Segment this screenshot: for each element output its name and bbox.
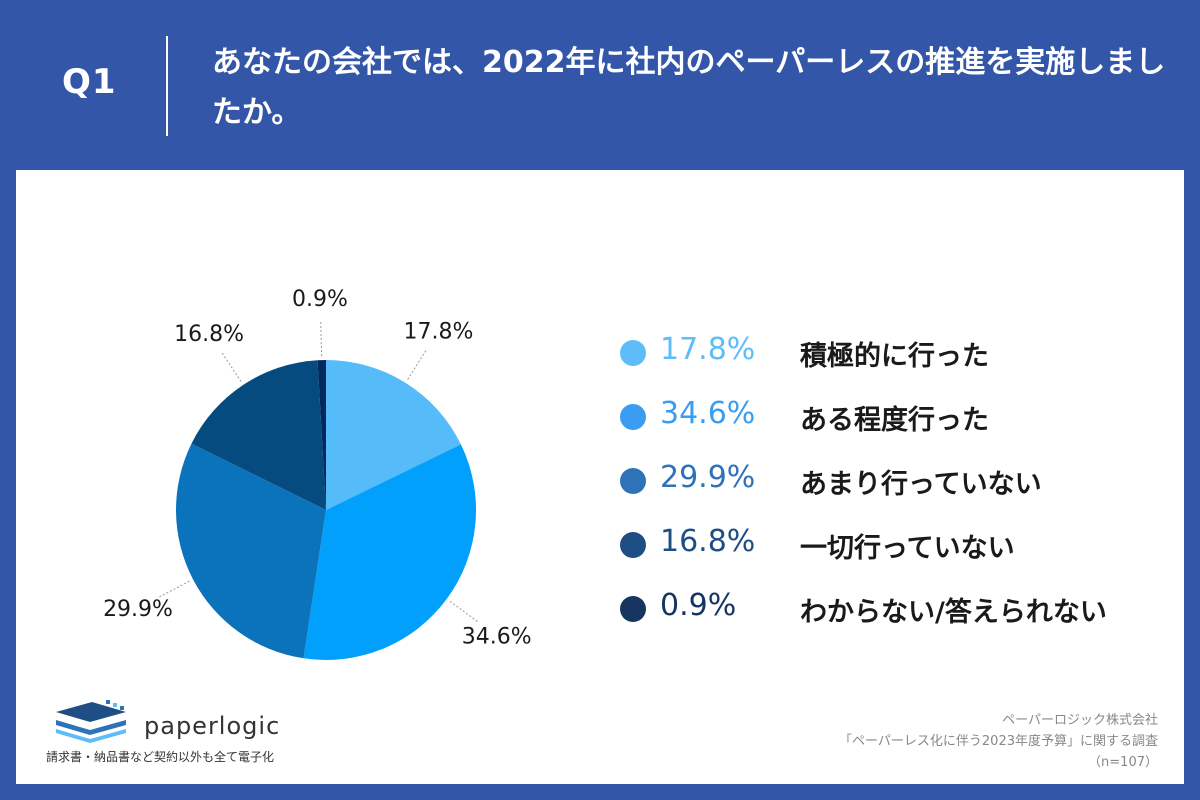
slice-label: 0.9% <box>292 287 348 312</box>
pie-slice <box>326 360 461 510</box>
leader-line <box>220 351 242 382</box>
slice-label: 34.6% <box>462 625 532 650</box>
stacked-paper-icon <box>56 700 126 743</box>
legend-dot <box>620 340 646 366</box>
legend-label: 積極的に行った <box>800 341 989 372</box>
header-divider <box>166 36 168 136</box>
leader-line <box>449 600 480 624</box>
pie-slice <box>317 360 326 510</box>
content-panel: 17.8% 34.6% 29.9% 16.8% 0.9% 17.8% 積極的に行った 34.… <box>16 170 1184 784</box>
legend-item: 17.8% 積極的に行った <box>620 320 1180 384</box>
legend-label: わからない/答えられない <box>800 597 1107 628</box>
paperlogic-logo: paperlogic 請求書・納品書など契約以外も全て電子化 <box>46 700 279 764</box>
legend: 17.8% 積極的に行った 34.6% ある程度行った 29.9% あまり行っていない 16… <box>620 320 1180 640</box>
slice-label: 29.9% <box>103 597 173 622</box>
legend-item: 29.9% あまり行っていない <box>620 448 1180 512</box>
legend-dot <box>620 404 646 430</box>
legend-value: 16.8% <box>660 524 756 559</box>
legend-dot <box>620 468 646 494</box>
header: Q1 あなたの会社では、2022年に社内のペーパーレスの推進を実施しましたか。 <box>0 0 1200 170</box>
pie-slice <box>176 443 326 659</box>
source-sample: （n=107） <box>1088 755 1158 770</box>
legend-item: 34.6% ある程度行った <box>620 384 1180 448</box>
question-number: Q1 <box>62 62 117 102</box>
legend-item: 16.8% 一切行っていない <box>620 512 1180 576</box>
pie-chart: 17.8% 34.6% 29.9% 16.8% 0.9% <box>103 287 532 660</box>
legend-label: ある程度行った <box>800 405 989 436</box>
legend-label: あまり行っていない <box>800 469 1042 500</box>
leader-line <box>320 320 323 357</box>
logo-tagline: 請求書・納品書など契約以外も全て電子化 <box>46 750 275 764</box>
legend-value: 17.8% <box>660 332 756 367</box>
slice-label: 17.8% <box>404 319 474 344</box>
source-note: ペーパーロジック株式会社 「ペーパーレス化に伴う2023年度予算」に関する調査 … <box>839 710 1158 773</box>
legend-label: 一切行っていない <box>800 533 1015 564</box>
legend-value: 34.6% <box>660 396 756 431</box>
legend-value: 29.9% <box>660 460 756 495</box>
source-survey: 「ペーパーレス化に伴う2023年度予算」に関する調査 <box>839 734 1158 749</box>
question-text: あなたの会社では、2022年に社内のペーパーレスの推進を実施しましたか。 <box>212 45 1166 130</box>
leader-line <box>157 580 190 599</box>
pie-slice <box>303 444 477 660</box>
logo-wordmark: paperlogic <box>144 712 281 740</box>
legend-item: 0.9% わからない/答えられない <box>620 576 1180 640</box>
slice-label: 16.8% <box>174 322 244 347</box>
leader-line <box>407 348 428 380</box>
legend-dot <box>620 532 646 558</box>
legend-value: 0.9% <box>660 588 737 623</box>
pie-slice <box>191 360 326 510</box>
legend-dot <box>620 596 646 622</box>
source-company: ペーパーロジック株式会社 <box>1002 713 1158 728</box>
